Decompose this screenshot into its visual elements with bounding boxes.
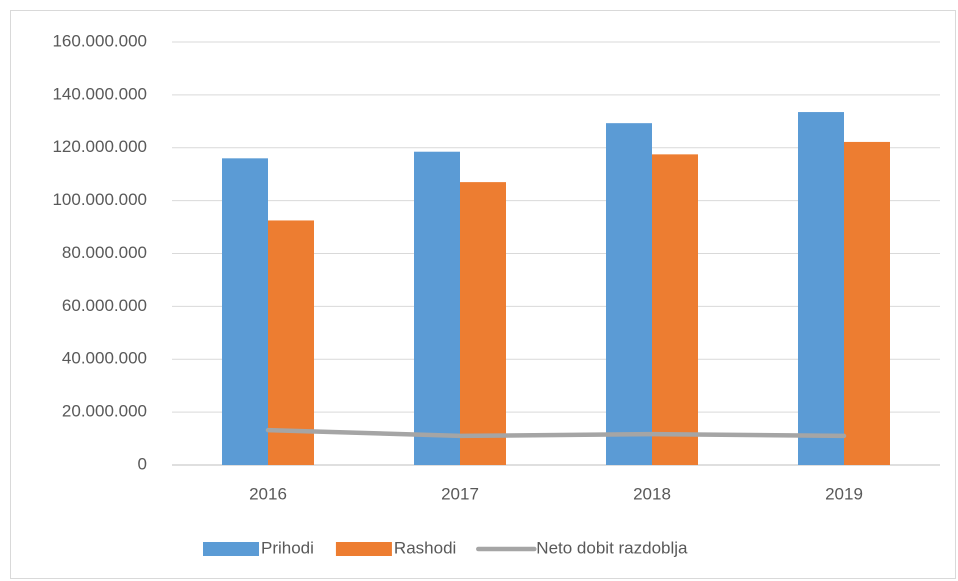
x-tick-label: 2016 xyxy=(249,484,287,503)
y-tick-label: 40.000.000 xyxy=(62,349,147,368)
bar xyxy=(222,158,268,465)
y-tick-label: 0 xyxy=(138,454,147,473)
bar xyxy=(606,123,652,466)
x-tick-label: 2018 xyxy=(633,484,671,503)
y-tick-label: 80.000.000 xyxy=(62,243,147,262)
y-tick-label: 100.000.000 xyxy=(52,190,147,209)
line xyxy=(265,427,847,439)
bar xyxy=(798,112,844,465)
bar xyxy=(460,182,506,465)
legend-label: Rashodi xyxy=(394,538,456,557)
y-tick-label: 20.000.000 xyxy=(62,402,147,421)
y-tick-label: 140.000.000 xyxy=(52,84,147,103)
legend-swatch xyxy=(203,542,259,556)
legend-swatch xyxy=(335,542,392,556)
y-tick-label: 160.000.000 xyxy=(52,31,147,50)
bar xyxy=(414,151,460,465)
x-tick-label: 2017 xyxy=(441,484,479,503)
x-tick-label: 2019 xyxy=(825,484,863,503)
y-tick-label: 120.000.000 xyxy=(52,137,147,156)
legend-label: Neto dobit razdoblja xyxy=(536,538,688,557)
bar xyxy=(652,154,698,465)
y-tick-label: 60.000.000 xyxy=(62,296,147,315)
bar xyxy=(844,141,890,465)
legend-label: Prihodi xyxy=(261,538,314,557)
bar xyxy=(268,220,314,465)
